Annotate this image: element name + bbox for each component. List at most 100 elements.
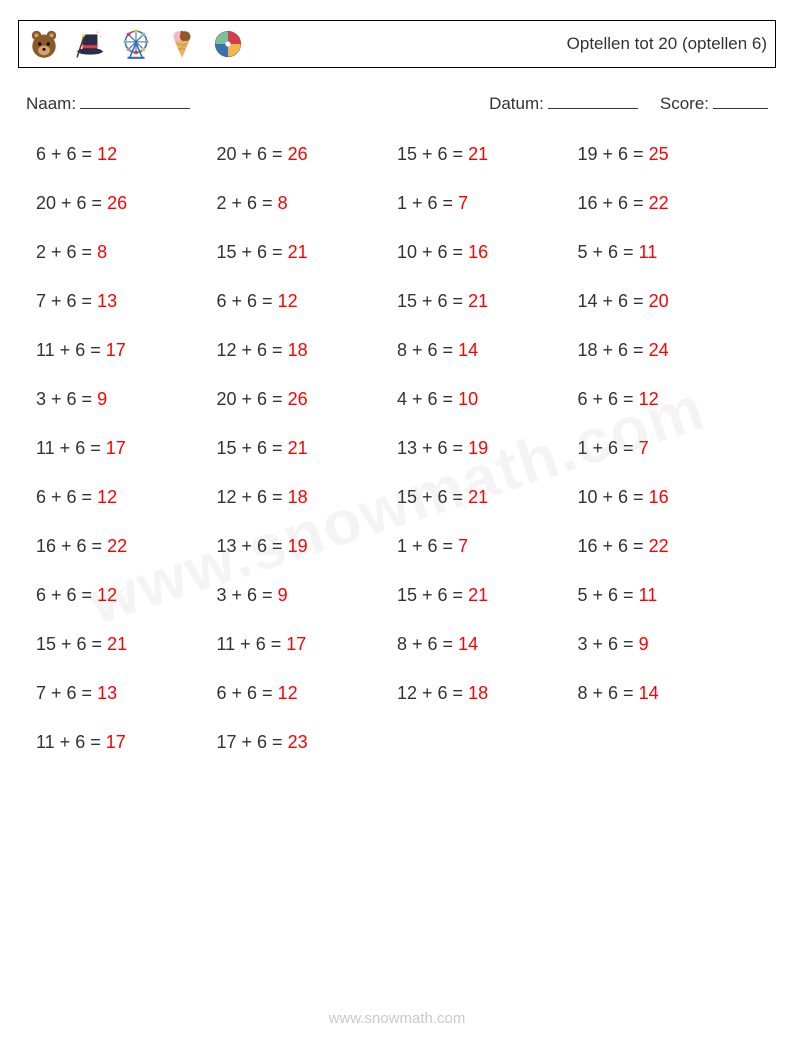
problem-answer: 11 [639,242,658,262]
problem-answer: 8 [97,242,107,262]
problem-answer: 13 [97,683,117,703]
problem-expression: 10 + 6 = [397,242,468,262]
problem-cell: 16 + 6 = 22 [36,536,217,557]
problem-answer: 12 [278,291,298,311]
header-icons [27,27,245,61]
problem-expression: 3 + 6 = [36,389,97,409]
problem-cell: 17 + 6 = 23 [217,732,398,753]
problem-answer: 24 [649,340,669,360]
problem-cell: 6 + 6 = 12 [578,389,759,410]
problem-cell: 7 + 6 = 13 [36,291,217,312]
problem-expression: 2 + 6 = [36,242,97,262]
score-field: Score: [660,94,768,114]
problem-answer: 23 [288,732,308,752]
problem-expression: 16 + 6 = [578,536,649,556]
problem-expression: 11 + 6 = [36,438,106,458]
problem-answer: 9 [97,389,107,409]
problem-row: 15 + 6 = 2111 + 6 = 178 + 6 = 143 + 6 = … [36,634,758,655]
footer-link: www.snowmath.com [0,1010,794,1027]
problem-expression: 8 + 6 = [397,340,458,360]
problem-expression: 6 + 6 = [578,389,639,409]
problem-cell: 6 + 6 = 12 [217,291,398,312]
problem-cell: 12 + 6 = 18 [217,487,398,508]
problem-expression: 13 + 6 = [217,536,288,556]
problem-answer: 12 [97,585,117,605]
problem-cell: 3 + 6 = 9 [217,585,398,606]
problem-expression: 20 + 6 = [217,144,288,164]
problem-row: 16 + 6 = 2213 + 6 = 191 + 6 = 716 + 6 = … [36,536,758,557]
problem-expression: 16 + 6 = [578,193,649,213]
problem-expression: 10 + 6 = [578,487,649,507]
problem-answer: 21 [468,487,488,507]
problem-answer: 21 [288,438,308,458]
problem-answer: 25 [649,144,669,164]
problem-cell: 15 + 6 = 21 [217,242,398,263]
problem-cell: 3 + 6 = 9 [36,389,217,410]
problem-answer: 22 [649,536,669,556]
problem-expression: 15 + 6 = [397,291,468,311]
problem-answer: 14 [639,683,659,703]
problem-cell: 13 + 6 = 19 [217,536,398,557]
problem-row: 3 + 6 = 920 + 6 = 264 + 6 = 106 + 6 = 12 [36,389,758,410]
problem-cell: 6 + 6 = 12 [36,487,217,508]
problem-cell: 15 + 6 = 21 [397,291,578,312]
problem-answer: 12 [639,389,659,409]
problem-expression: 15 + 6 = [217,242,288,262]
problem-expression: 2 + 6 = [217,193,278,213]
problem-expression: 1 + 6 = [397,536,458,556]
problem-expression: 12 + 6 = [397,683,468,703]
problem-answer: 18 [468,683,488,703]
problem-answer: 26 [288,389,308,409]
problem-answer: 19 [468,438,488,458]
date-label: Datum: [489,94,544,113]
problem-row: 7 + 6 = 136 + 6 = 1212 + 6 = 18 8 + 6 = 1… [36,683,758,704]
date-field: Datum: [489,94,638,114]
problem-answer: 14 [458,340,478,360]
problem-answer: 18 [288,340,308,360]
problem-expression: 13 + 6 = [397,438,468,458]
problem-cell: 16 + 6 = 22 [578,193,759,214]
problem-cell: 8 + 6 = 14 [578,683,759,704]
problem-cell: 8 + 6 = 14 [397,634,578,655]
problem-answer: 14 [458,634,478,654]
problem-row: 11 + 6 = 1715 + 6 = 2113 + 6 = 191 + 6 =… [36,438,758,459]
problem-cell: 6 + 6 = 12 [36,144,217,165]
problem-cell: 6 + 6 = 12 [217,683,398,704]
problem-cell: 1 + 6 = 7 [397,193,578,214]
info-row: Naam: Datum: Score: [26,94,768,114]
problem-expression: 12 + 6 = [217,340,288,360]
problem-answer: 12 [278,683,298,703]
problem-row: 7 + 6 = 136 + 6 = 1215 + 6 = 2114 + 6 = … [36,291,758,312]
problem-answer: 16 [649,487,669,507]
problem-row: 11 + 6 = 1712 + 6 = 188 + 6 = 1418 + 6 =… [36,340,758,361]
problem-cell: 20 + 6 = 26 [217,144,398,165]
name-label: Naam: [26,94,76,113]
problem-answer: 17 [106,340,126,360]
problem-answer: 10 [458,389,478,409]
problem-cell: 2 + 6 = 8 [217,193,398,214]
problem-cell: 5 + 6 = 11 [578,242,759,263]
problem-cell: 18 + 6 = 24 [578,340,759,361]
problem-cell: 7 + 6 = 13 [36,683,217,704]
ice-cream-icon [165,27,199,61]
problem-cell: 11 + 6 = 17 [217,634,398,655]
problem-answer: 20 [649,291,669,311]
problem-expression: 5 + 6 = [578,585,639,605]
problem-expression: 6 + 6 = [36,487,97,507]
problem-answer: 11 [639,585,658,605]
worksheet-title: Optellen tot 20 (optellen 6) [567,34,767,54]
problem-answer: 22 [649,193,669,213]
problem-expression: 18 + 6 = [578,340,649,360]
problem-cell: 8 + 6 = 14 [397,340,578,361]
problem-cell: 12 + 6 = 18 [217,340,398,361]
problem-row: 6 + 6 = 123 + 6 = 915 + 6 = 215 + 6 = 11 [36,585,758,606]
problem-answer: 21 [468,585,488,605]
problem-expression: 12 + 6 = [217,487,288,507]
problem-answer: 21 [468,144,488,164]
problem-answer: 17 [106,732,126,752]
problem-cell: 10 + 6 = 16 [578,487,759,508]
problem-answer: 21 [107,634,127,654]
problem-answer: 21 [468,291,488,311]
problem-answer: 18 [288,487,308,507]
score-label: Score: [660,94,709,113]
